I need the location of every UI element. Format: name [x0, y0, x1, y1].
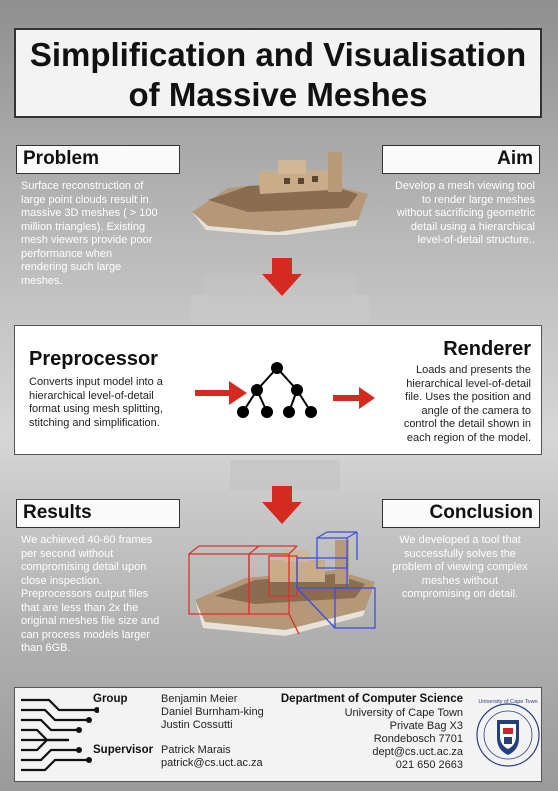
title-line-2: of Massive Meshes — [128, 76, 428, 113]
dept-title: Department of Computer Science — [280, 693, 463, 705]
uct-seal-icon: University of Cape Town — [476, 699, 540, 767]
mesh-model-image — [192, 152, 368, 235]
right-arrow-icon — [333, 387, 375, 409]
dept-address: University of Cape Town Private Bag X3 R… — [344, 707, 463, 771]
aim-heading: Aim — [382, 145, 540, 174]
conclusion-text: We developed a tool that successfully sol… — [392, 534, 528, 600]
preprocessor-heading: Preprocessor — [29, 348, 158, 370]
footer: Group Benjamin Meier Daniel Burnham-king… — [14, 687, 542, 782]
problem-heading: Problem — [16, 145, 180, 174]
aim-text: Develop a mesh viewing tool to render lar… — [394, 180, 535, 246]
mesh-lod-image — [188, 531, 376, 636]
down-arrow-icon — [262, 486, 302, 524]
renderer-heading: Renderer — [443, 338, 531, 360]
problem-text: Surface reconstruction of large point clo… — [21, 180, 158, 287]
poster-title: Simplification and Visualisation of Mass… — [14, 28, 542, 118]
group-label: Group — [93, 693, 128, 705]
right-arrow-icon — [195, 381, 247, 405]
results-text: We achieved 40-60 frames per second witho… — [21, 534, 160, 654]
title-line-1: Simplification and Visualisation — [29, 36, 527, 73]
tree-diagram-icon — [237, 362, 317, 418]
down-arrow-icon — [262, 258, 302, 296]
seal-text: University of Cape Town — [478, 699, 537, 705]
results-heading: Results — [16, 499, 180, 528]
preprocessor-text: Converts input model into a hierarchical … — [29, 376, 163, 429]
renderer-text: Loads and presents the hierarchical level… — [403, 364, 531, 444]
circuit-logo-icon — [21, 698, 99, 772]
group-members: Benjamin Meier Daniel Burnham-king Justi… — [161, 693, 264, 731]
pipeline-panel: Preprocessor Converts input model into a… — [14, 325, 542, 455]
supervisor-info: Patrick Marais patrick@cs.uct.ac.za — [161, 744, 263, 769]
supervisor-label: Supervisor — [93, 744, 154, 756]
conclusion-heading: Conclusion — [382, 499, 540, 528]
